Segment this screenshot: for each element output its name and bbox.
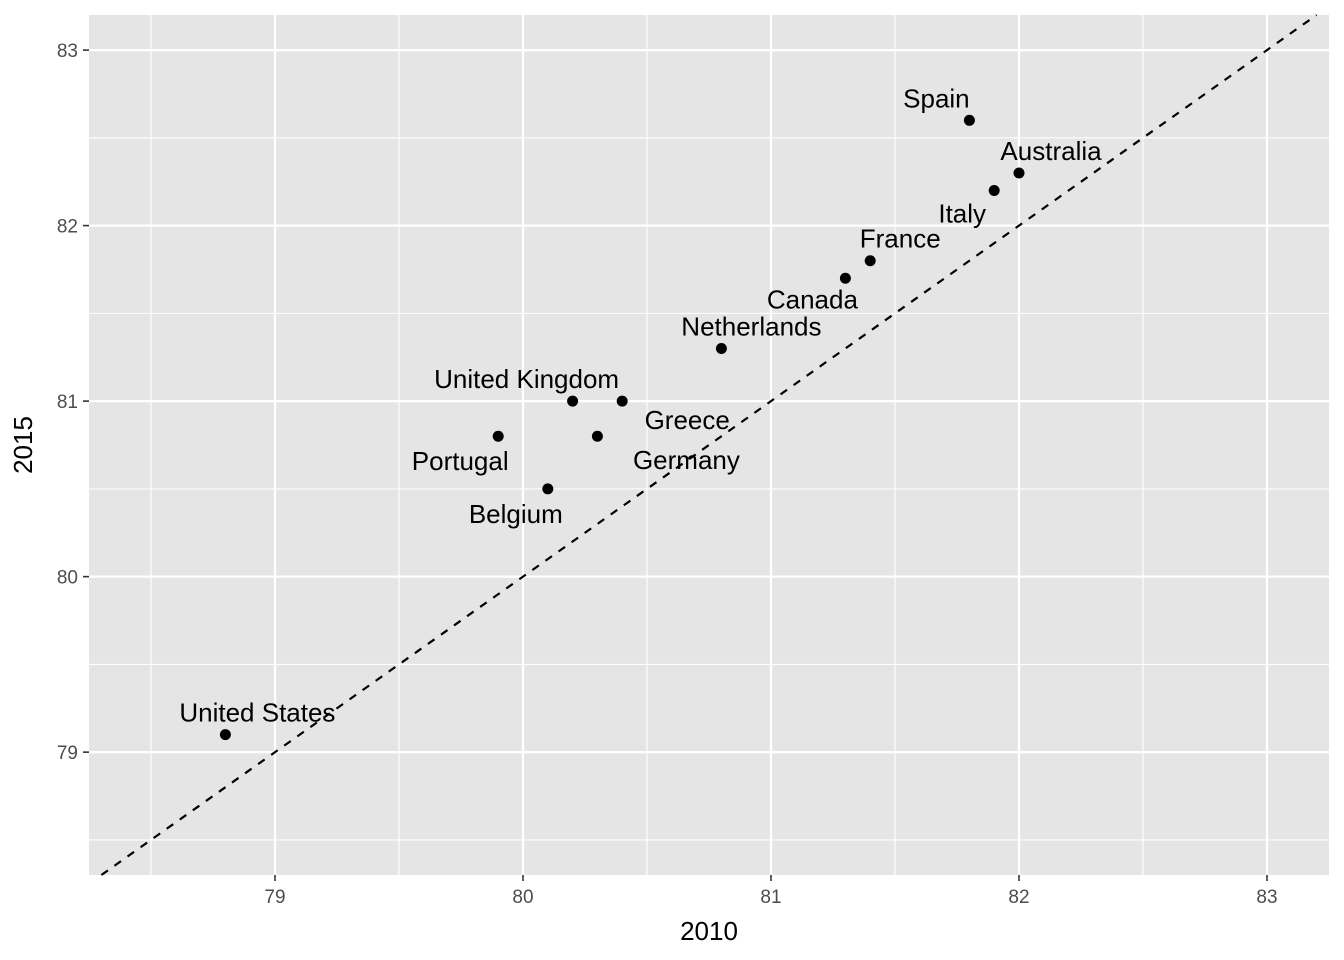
x-axis-title: 2010 xyxy=(680,916,738,946)
data-point xyxy=(864,255,876,267)
x-tick-label: 82 xyxy=(1008,887,1029,908)
points-layer xyxy=(219,114,1025,741)
point-labels-layer: United States Portugal Belgium United Kingd… xyxy=(179,83,1102,727)
point-label: Italy xyxy=(938,199,986,229)
data-point xyxy=(715,342,727,354)
data-point xyxy=(591,430,603,442)
point-label: Spain xyxy=(903,83,970,113)
data-point xyxy=(616,395,628,407)
point-label: Greece xyxy=(645,405,730,435)
y-axis-title: 2015 xyxy=(8,416,38,474)
point-label: Australia xyxy=(1000,136,1102,166)
plot-panel xyxy=(89,15,1329,875)
y-tick-label: 79 xyxy=(57,743,78,764)
point-label: Canada xyxy=(767,284,859,314)
y-tick-label: 83 xyxy=(57,41,78,62)
data-point xyxy=(963,114,975,126)
point-label: Belgium xyxy=(469,499,563,529)
data-point xyxy=(492,430,504,442)
point-label: Germany xyxy=(633,445,740,475)
point-label: Netherlands xyxy=(681,311,821,341)
x-tick-label: 80 xyxy=(512,887,533,908)
data-point xyxy=(988,185,1000,197)
x-tick-label: 81 xyxy=(760,887,781,908)
point-label: United States xyxy=(179,698,335,728)
point-label: France xyxy=(860,224,941,254)
grid-lines xyxy=(89,15,1329,875)
y-tick-label: 81 xyxy=(57,392,78,413)
data-point xyxy=(219,729,231,741)
axes-layer: 79 80 81 82 83 79 80 81 82 83 xyxy=(57,41,1278,908)
y-tick-label: 82 xyxy=(57,217,78,238)
x-tick-label: 83 xyxy=(1256,887,1277,908)
x-tick-label: 79 xyxy=(264,887,285,908)
y-tick-label: 80 xyxy=(57,568,78,589)
data-point xyxy=(1013,167,1025,179)
point-label: United Kingdom xyxy=(434,364,619,394)
data-point xyxy=(839,272,851,284)
data-point xyxy=(567,395,579,407)
point-label: Portugal xyxy=(412,446,509,476)
data-point xyxy=(542,483,554,495)
